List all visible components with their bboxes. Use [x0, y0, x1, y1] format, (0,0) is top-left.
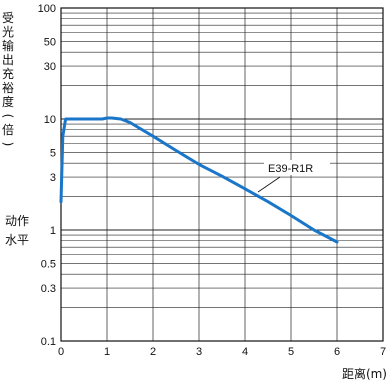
y-axis-label-char: 受 [2, 11, 14, 25]
tick-labels: 100 50 30 10 5 3 1 0.5 0.3 0.10 1 2 3 4 5 6 7 [38, 3, 386, 358]
annotation-label: 动作 [5, 214, 29, 228]
y-axis-label-char: 充 [2, 66, 14, 81]
x-tick-label: 4 [242, 346, 248, 358]
y-tick-label: 3 [50, 172, 56, 184]
y-tick-label: 0.1 [41, 336, 56, 348]
series-label-bg [264, 160, 330, 175]
y-axis-label-char: 出 [2, 53, 14, 67]
y-axis-label-char: 光 [2, 25, 14, 39]
series-label-leader [257, 176, 281, 193]
y-tick-label: 30 [44, 61, 56, 73]
y-axis-label-char: ) [1, 142, 15, 147]
y-axis-label-char: 度 [2, 94, 14, 109]
x-tick-label: 3 [196, 346, 202, 358]
y-tick-label: 50 [44, 36, 56, 48]
y-tick-label: 100 [38, 3, 56, 15]
y-axis-label-char: 倍 [2, 122, 14, 137]
x-axis-label: 距离(m) [342, 366, 387, 381]
x-tick-label: 0 [58, 346, 64, 358]
x-tick-label: 6 [334, 346, 340, 358]
plot-frame [60, 7, 384, 342]
y-tick-label: 5 [50, 147, 56, 159]
y-tick-label: 0.3 [41, 283, 56, 295]
series-line [59, 116, 339, 244]
y-tick-label: 0.5 [41, 258, 56, 270]
x-tick-label: 2 [150, 346, 156, 358]
annotation-label: 水平 [5, 233, 29, 247]
y-tick-label: 10 [44, 114, 56, 126]
x-tick-label: 5 [288, 346, 294, 358]
y-axis-label-char: 裕 [2, 80, 14, 95]
series-label: E39-R1R [268, 163, 313, 175]
y-axis-label-char: ( [1, 114, 15, 119]
x-tick-label: 7 [380, 346, 386, 358]
grid [60, 7, 384, 342]
y-tick-label: 1 [50, 225, 56, 237]
y-axis-label-char: 输 [2, 38, 14, 53]
x-tick-label: 1 [104, 346, 110, 358]
series-layer: E39-R1R [59, 116, 339, 244]
